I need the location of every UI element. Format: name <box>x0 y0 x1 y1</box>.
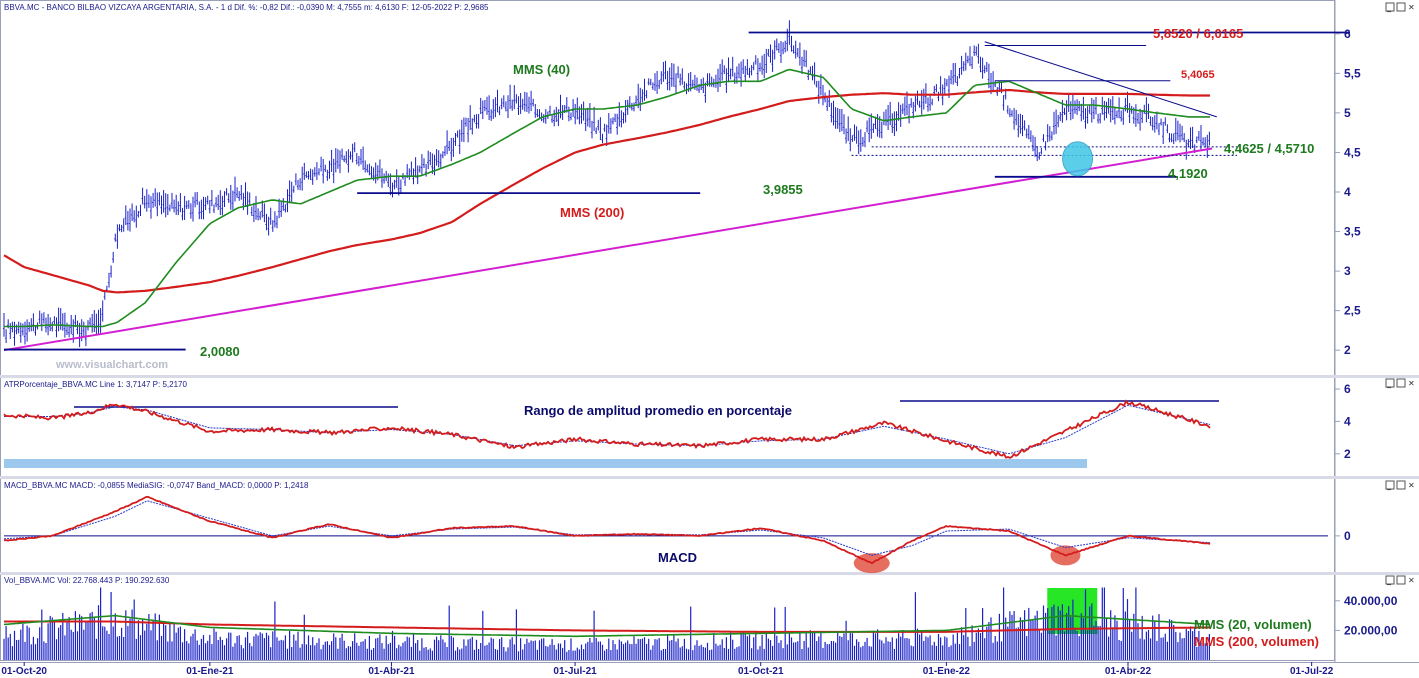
top-level-label: 5,8520 / 6,0165 <box>1153 26 1243 41</box>
vol200-legend: MMS (200, volumen) <box>1194 634 1319 649</box>
vol20-line <box>3 614 1211 638</box>
maximize-icon[interactable] <box>1396 480 1406 490</box>
mms40-label: MMS (40) <box>513 62 570 77</box>
vol20-legend: MMS (20, volumen) <box>1194 617 1312 632</box>
april-level-label: 3,9855 <box>763 182 803 197</box>
atr-line <box>3 399 1211 459</box>
y-axes: 6 5,5 5 4,5 4 3,5 3 2,5 2 6 4 2 0 40.000,00 20.000,00 <box>1335 27 1398 637</box>
low-level-label: 4,1920 <box>1168 166 1208 181</box>
maximize-icon[interactable] <box>1396 2 1406 12</box>
volume-panel-header: Vol_BBVA.MC Vol: 22.768.443 P: 190.292.6… <box>4 576 170 585</box>
volume-highlight <box>1047 588 1098 634</box>
price-y-tick-label: 6 <box>1344 27 1351 41</box>
atr-title: Rango de amplitud promedio en porcentaje <box>524 403 792 418</box>
x-tick-label: 01-Abr-22 <box>1105 666 1152 677</box>
price-y-tick-label: 4,5 <box>1344 145 1361 159</box>
close-icon[interactable]: ✕ <box>1408 576 1415 585</box>
maximize-icon[interactable] <box>1396 575 1406 585</box>
price-panel-header: BBVA.MC - BANCO BILBAO VIZCAYA ARGENTARI… <box>4 3 489 12</box>
macd-panel-header: MACD_BBVA.MC MACD: -0,0855 MediaSIG: -0,… <box>4 481 309 490</box>
x-tick-label: 01-Oct-21 <box>738 666 784 677</box>
price-y-tick-label: 5,5 <box>1344 66 1361 80</box>
macd-line <box>3 495 1211 565</box>
mid-level-label: 5,4065 <box>1181 69 1215 81</box>
close-icon[interactable]: ✕ <box>1408 379 1415 388</box>
mms40-line <box>4 68 1210 328</box>
x-tick-label: 01-Jul-21 <box>553 666 597 677</box>
atr-y-tick-label: 4 <box>1344 414 1351 428</box>
close-icon[interactable]: ✕ <box>1408 481 1415 490</box>
x-tick-label: 01-Jul-22 <box>1290 666 1334 677</box>
minimize-icon[interactable]: _ <box>1386 379 1392 388</box>
volume-y-tick-label: 40.000,00 <box>1344 594 1398 608</box>
x-tick-label: 01-Ene-21 <box>186 666 234 677</box>
atr-panel-window-controls[interactable]: _ ✕ <box>1385 378 1415 388</box>
support-level-label: 4,4625 / 4,5710 <box>1224 141 1314 156</box>
volume-panel-window-controls[interactable]: _ ✕ <box>1385 575 1415 585</box>
x-tick-label: 01-Oct-20 <box>1 666 47 677</box>
minimize-icon[interactable]: _ <box>1386 481 1392 490</box>
mms200-line <box>3 88 1210 294</box>
macd-panel <box>3 495 1328 574</box>
x-tick-label: 01-Abr-21 <box>368 666 415 677</box>
price-y-tick-label: 2 <box>1344 343 1351 357</box>
atr-y-tick-label: 6 <box>1344 382 1351 396</box>
x-tick-label: 01-Ene-22 <box>923 666 971 677</box>
atr-signal-line <box>4 404 1211 455</box>
start-level-label: 2,0080 <box>200 344 240 359</box>
volume-y-tick-label: 20.000,00 <box>1344 623 1398 637</box>
atr-panel-header: ATRPorcentaje_BBVA.MC Line 1: 3,7147 P: … <box>4 380 187 389</box>
atr-low-band <box>4 459 1087 468</box>
minimize-icon[interactable]: _ <box>1386 3 1392 12</box>
long-term-trendline <box>3 147 1213 352</box>
volume-panel <box>3 587 1211 660</box>
price-y-tick-label: 3,5 <box>1344 225 1361 239</box>
volume-bars <box>3 587 1211 660</box>
price-y-tick-label: 3 <box>1344 264 1351 278</box>
atr-panel <box>3 399 1219 468</box>
close-icon[interactable]: ✕ <box>1408 3 1415 12</box>
minimize-icon[interactable]: _ <box>1386 576 1392 585</box>
atr-y-tick-label: 2 <box>1344 447 1351 461</box>
price-panel-window-controls[interactable]: _ ✕ <box>1385 2 1415 12</box>
low-highlight-circle <box>1062 141 1094 177</box>
price-y-tick-label: 2,5 <box>1344 304 1361 318</box>
mms200-label: MMS (200) <box>560 205 624 220</box>
x-axis: 01-Oct-20 01-Ene-21 01-Abr-21 01-Jul-21 01-O… <box>1 662 1334 677</box>
macd-title: MACD <box>658 550 697 565</box>
maximize-icon[interactable] <box>1396 378 1406 388</box>
macd-panel-window-controls[interactable]: _ ✕ <box>1385 480 1415 490</box>
watermark: www.visualchart.com <box>55 359 168 371</box>
price-y-tick-label: 5 <box>1344 106 1351 120</box>
vol200-line <box>4 620 1211 633</box>
macd-y-tick-label: 0 <box>1344 529 1351 543</box>
descending-trendline <box>984 41 1217 118</box>
price-y-tick-label: 4 <box>1344 185 1351 199</box>
price-panel <box>2 20 1350 352</box>
